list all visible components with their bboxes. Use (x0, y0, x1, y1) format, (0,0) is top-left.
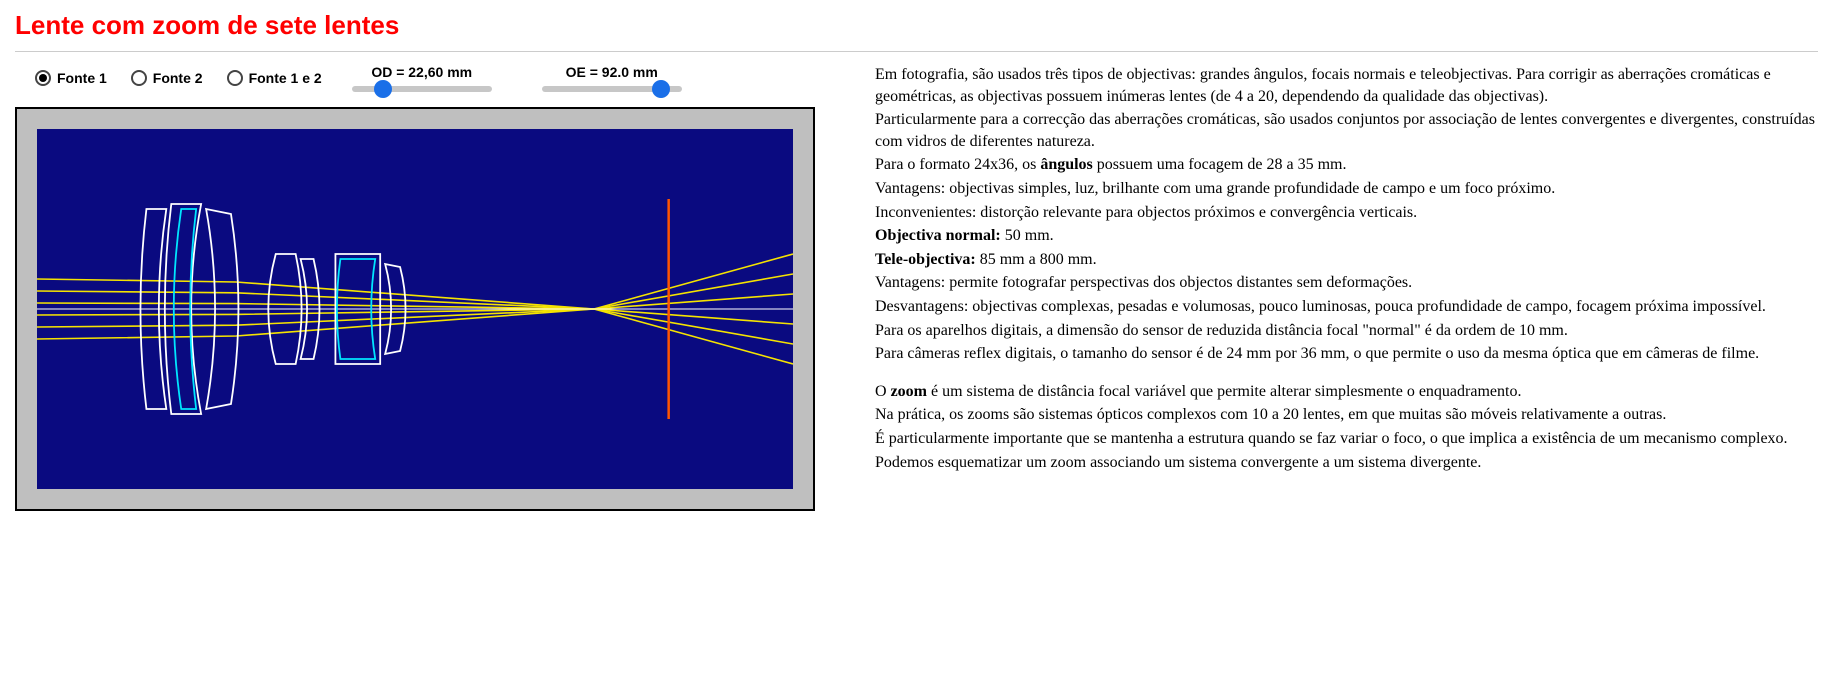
paragraph: Vantagens: permite fotografar perspectiv… (875, 272, 1818, 294)
radio-label: Fonte 2 (153, 70, 203, 86)
slider-thumb[interactable] (652, 80, 670, 98)
paragraph: Particularmente para a correcção das abe… (875, 109, 1818, 152)
paragraph: Objectiva normal: 50 mm. (875, 225, 1818, 247)
paragraph: Em fotografia, são usados três tipos de … (875, 64, 1818, 107)
diagram-canvas (37, 129, 793, 489)
paragraph: É particularmente importante que se mant… (875, 428, 1818, 450)
paragraph: Desvantagens: objectivas complexas, pesa… (875, 296, 1818, 318)
paragraph: Na prática, os zooms são sistemas óptico… (875, 404, 1818, 426)
radio-label: Fonte 1 (57, 70, 107, 86)
paragraph: Para o formato 24x36, os ângulos possuem… (875, 154, 1818, 176)
controls-bar: Fonte 1 Fonte 2 Fonte 1 e 2 OD = 22,60 mm O… (35, 64, 815, 92)
slider-track[interactable] (352, 86, 492, 92)
diagram-frame (15, 107, 815, 511)
slider-label: OE = 92.0 mm (566, 64, 658, 80)
slider-oe[interactable]: OE = 92.0 mm (542, 64, 682, 92)
radio-label: Fonte 1 e 2 (249, 70, 322, 86)
left-column: Fonte 1 Fonte 2 Fonte 1 e 2 OD = 22,60 mm O… (15, 64, 815, 511)
paragraph: Tele-objectiva: 85 mm a 800 mm. (875, 249, 1818, 271)
slider-label: OD = 22,60 mm (371, 64, 472, 80)
radio-fonte-1[interactable]: Fonte 1 (35, 70, 107, 86)
divider (15, 51, 1818, 52)
main-layout: Fonte 1 Fonte 2 Fonte 1 e 2 OD = 22,60 mm O… (15, 64, 1818, 511)
page-title: Lente com zoom de sete lentes (15, 10, 1818, 41)
slider-od[interactable]: OD = 22,60 mm (352, 64, 492, 92)
radio-fonte-3[interactable]: Fonte 1 e 2 (227, 70, 322, 86)
description-text: Em fotografia, são usados três tipos de … (875, 64, 1818, 475)
radio-icon (35, 70, 51, 86)
radio-icon (131, 70, 147, 86)
paragraph: Vantagens: objectivas simples, luz, bril… (875, 178, 1818, 200)
paragraph: Inconvenientes: distorção relevante para… (875, 202, 1818, 224)
paragraph: Podemos esquematizar um zoom associando … (875, 452, 1818, 474)
paragraph: Para câmeras reflex digitais, o tamanho … (875, 343, 1818, 365)
paragraph: Para os aparelhos digitais, a dimensão d… (875, 320, 1818, 342)
radio-icon (227, 70, 243, 86)
radio-fonte-2[interactable]: Fonte 2 (131, 70, 203, 86)
radio-group: Fonte 1 Fonte 2 Fonte 1 e 2 (35, 70, 322, 86)
slider-track[interactable] (542, 86, 682, 92)
paragraph: O zoom é um sistema de distância focal v… (875, 381, 1818, 403)
slider-thumb[interactable] (374, 80, 392, 98)
